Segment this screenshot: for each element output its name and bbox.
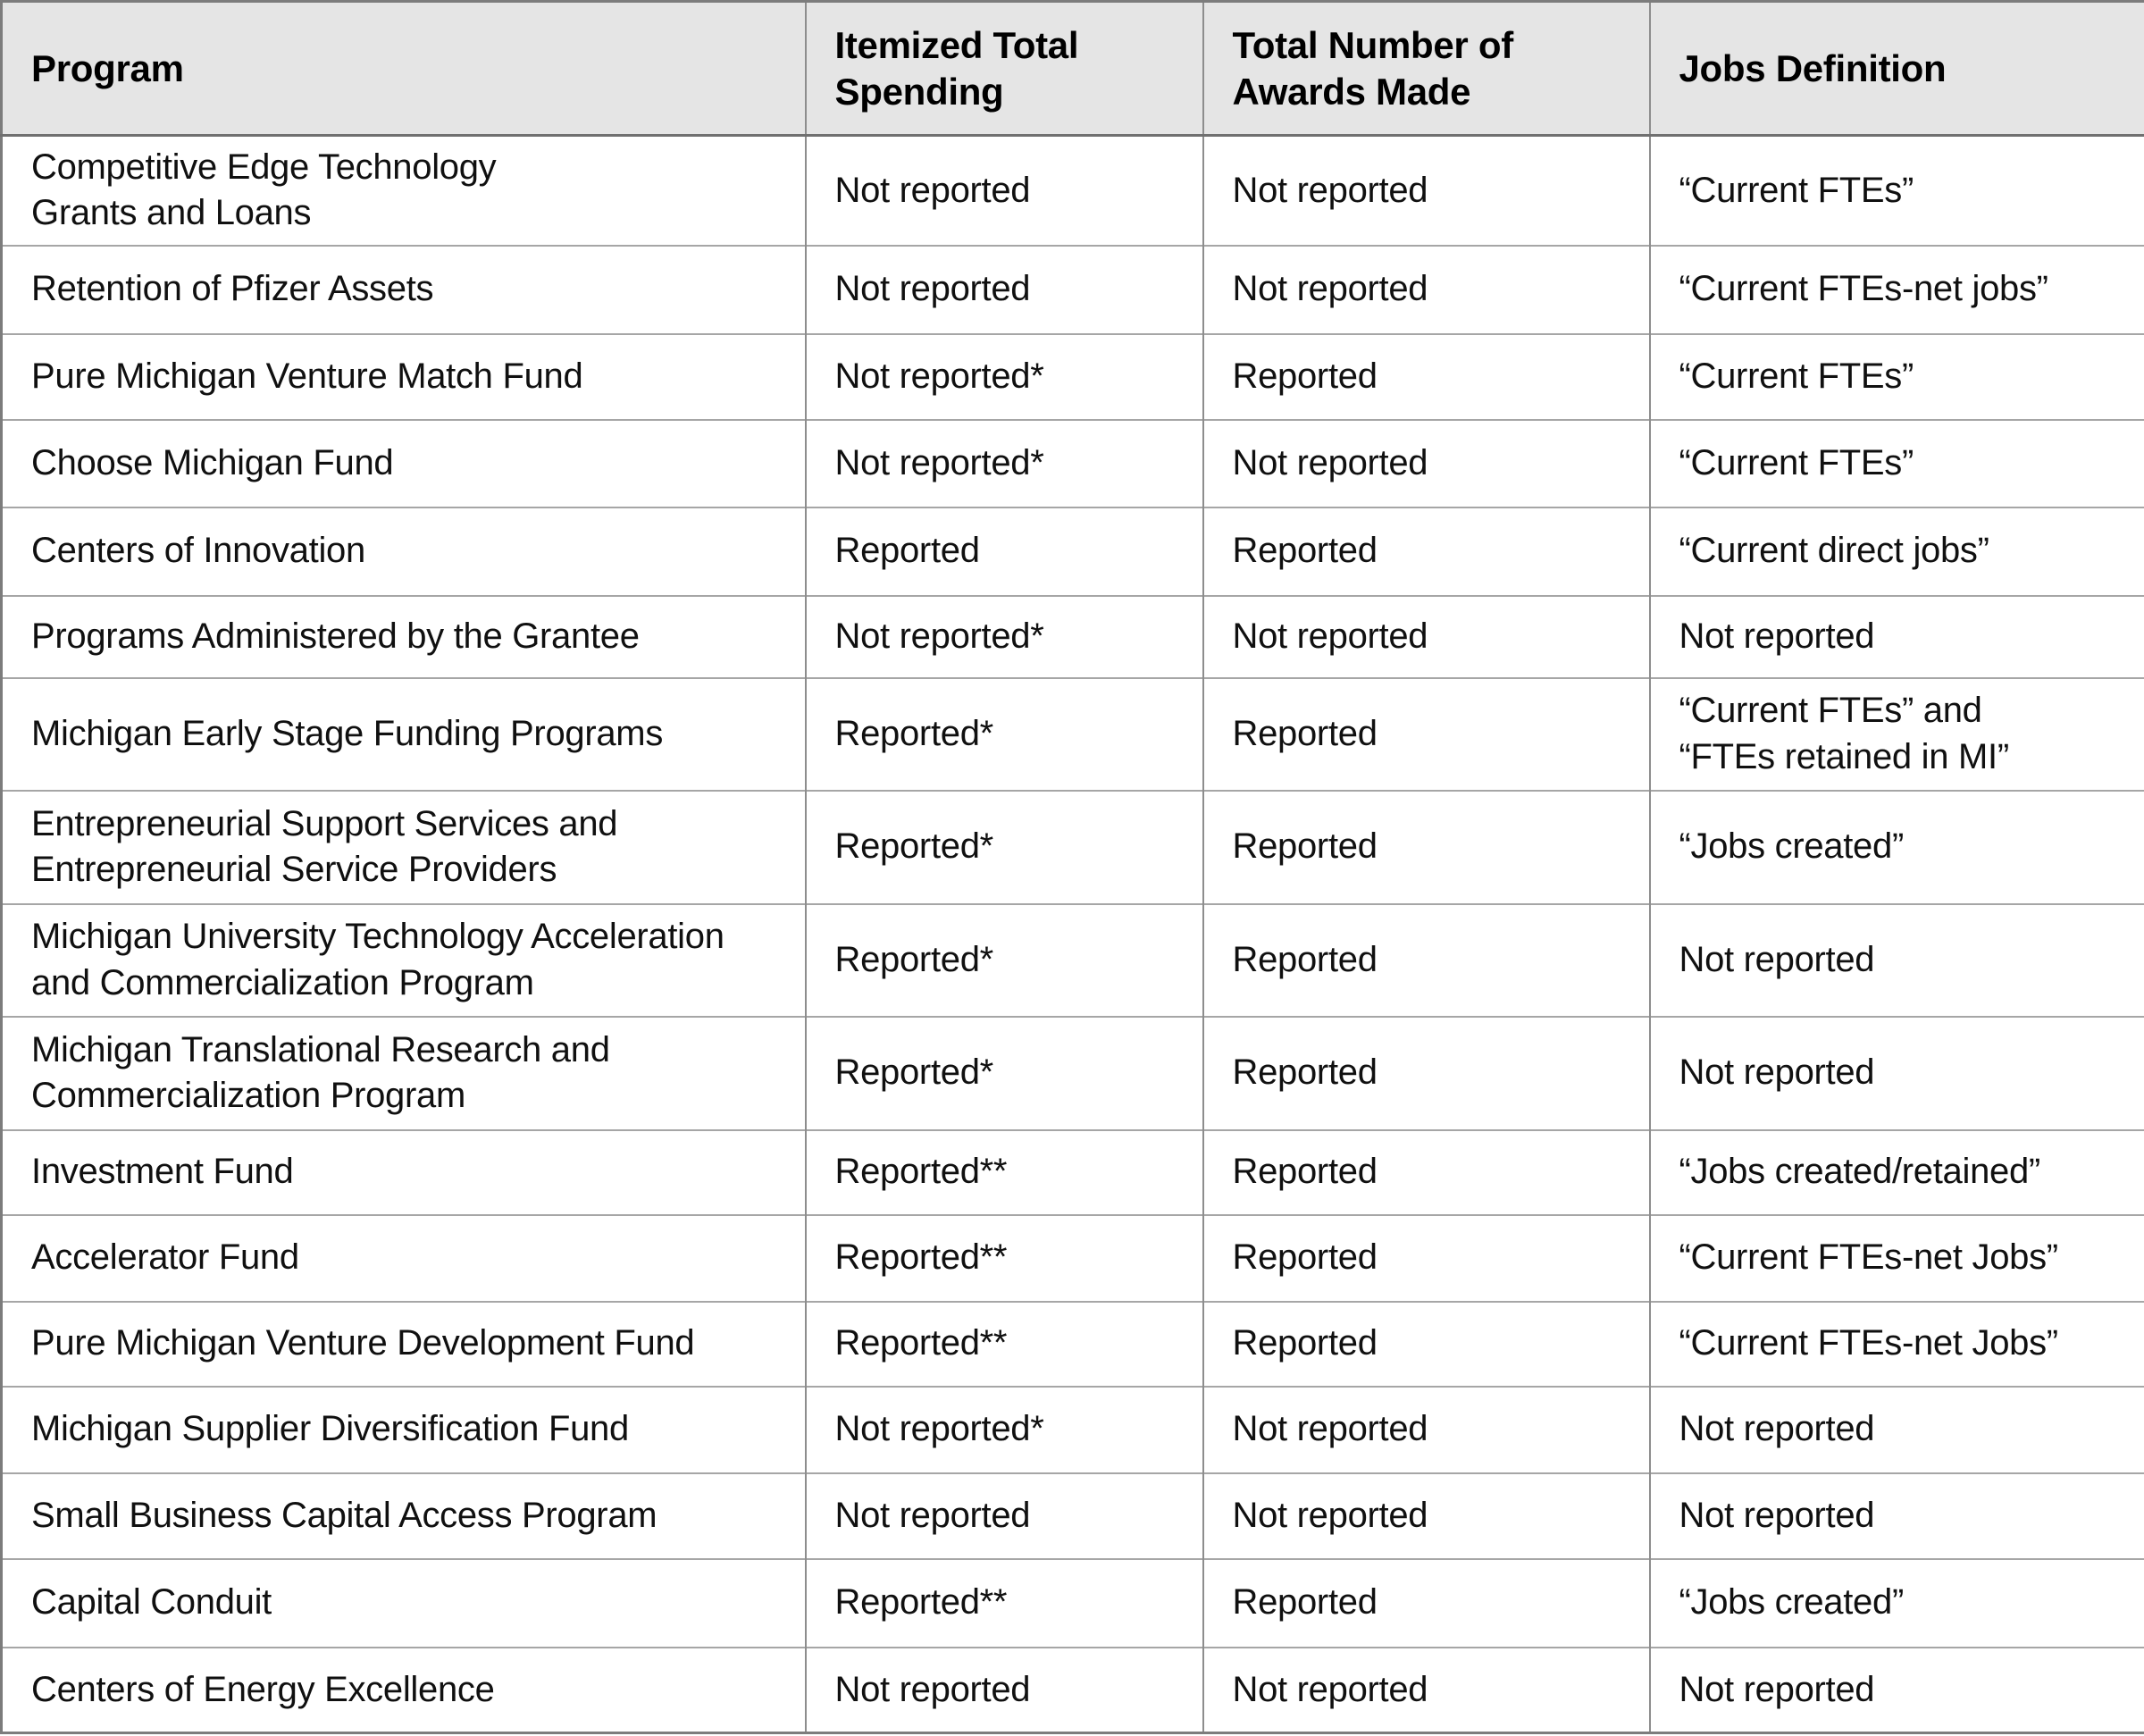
cell-jobs: “Current FTEs-net Jobs”	[1648, 1213, 2144, 1302]
cell-spending: Not reported*	[804, 1385, 1203, 1473]
cell-awards: Reported	[1202, 789, 1650, 904]
cell-jobs: “Current FTEs-net jobs”	[1648, 244, 2144, 334]
cell-program: Entrepreneurial Support Services and Ent…	[1, 789, 806, 904]
column-header-awards: Total Number of Awards Made	[1202, 1, 1650, 137]
cell-spending: Reported*	[804, 676, 1203, 791]
cell-awards: Reported	[1202, 1557, 1650, 1648]
table-row: Michigan University Technology Accelerat…	[1, 902, 2144, 1017]
cell-program: Centers of Energy Excellence	[1, 1646, 806, 1733]
cell-awards: Not reported	[1202, 1646, 1650, 1733]
cell-spending: Not reported*	[804, 594, 1203, 678]
table-row: Accelerator Fund Reported** Reported “Curre…	[1, 1213, 2144, 1302]
table-row: Michigan Translational Research and Comm…	[1, 1015, 2144, 1130]
cell-jobs: “Current FTEs”	[1648, 418, 2144, 507]
cell-awards: Reported	[1202, 1300, 1650, 1387]
cell-spending: Not reported	[804, 135, 1203, 246]
table-row: Pure Michigan Venture Development Fund Re…	[1, 1300, 2144, 1387]
table-row: Small Business Capital Access Program Not…	[1, 1472, 2144, 1559]
cell-awards: Not reported	[1202, 1385, 1650, 1473]
table-row: Pure Michigan Venture Match Fund Not repo…	[1, 332, 2144, 420]
cell-program: Michigan University Technology Accelerat…	[1, 902, 806, 1017]
cell-awards: Not reported	[1202, 418, 1650, 507]
cell-spending: Not reported*	[804, 332, 1203, 420]
cell-program: Investment Fund	[1, 1128, 806, 1215]
cell-program: Competitive Edge Technology Grants and L…	[31, 147, 497, 233]
table-row: Centers of Innovation Reported Reported “Cu…	[1, 506, 2144, 596]
cell-awards: Reported	[1202, 1213, 1650, 1302]
cell-awards: Not reported	[1202, 135, 1650, 246]
cell-spending: Reported**	[804, 1213, 1203, 1302]
cell-spending: Reported**	[804, 1300, 1203, 1387]
cell-jobs: Not reported	[1648, 902, 2144, 1017]
cell-jobs: “Current FTEs”	[1648, 135, 2144, 246]
header-row: Program Itemized Total Spending Total Nu…	[1, 1, 2144, 137]
cell-program: Accelerator Fund	[1, 1213, 806, 1302]
cell-awards: Not reported	[1202, 594, 1650, 678]
cell-awards: Reported	[1202, 332, 1650, 420]
cell-spending: Reported*	[804, 789, 1203, 904]
cell-program: Programs Administered by the Grantee	[1, 594, 806, 678]
table-row: Programs Administered by the Grantee Not …	[1, 594, 2144, 678]
cell-program: Centers of Innovation	[1, 506, 806, 596]
table-row: Capital Conduit Reported** Reported “Jobs c…	[1, 1557, 2144, 1648]
cell-program: Capital Conduit	[1, 1557, 806, 1648]
cell-program: Retention of Pfizer Assets	[1, 244, 806, 334]
cell-awards: Reported	[1202, 1015, 1650, 1130]
table-row: Michigan Early Stage Funding Programs Rep…	[1, 676, 2144, 791]
cell-program: Small Business Capital Access Program	[1, 1472, 806, 1559]
cell-awards: Reported	[1202, 506, 1650, 596]
table-row: Retention of Pfizer Assets Not reported No…	[1, 244, 2144, 334]
table-row: Entrepreneurial Support Services and Ent…	[1, 789, 2144, 904]
table-row: Michigan Supplier Diversification Fund No…	[1, 1385, 2144, 1473]
cell-program: Michigan Supplier Diversification Fund	[1, 1385, 806, 1473]
cell-awards: Not reported	[1202, 1472, 1650, 1559]
column-header-program: Program	[1, 1, 806, 137]
cell-spending: Not reported	[804, 1472, 1203, 1559]
cell-program: Pure Michigan Venture Development Fund	[1, 1300, 806, 1387]
table-body: Competitive Edge Technology Grants and L…	[1, 135, 2144, 1733]
cell-program: Pure Michigan Venture Match Fund	[1, 332, 806, 420]
table-row: Centers of Energy Excellence Not reported…	[1, 1646, 2144, 1733]
cell-jobs: Not reported	[1648, 1472, 2144, 1559]
cell-awards: Reported	[1202, 676, 1650, 791]
cell-program: Michigan Translational Research and Comm…	[1, 1015, 806, 1130]
column-header-spending: Itemized Total Spending	[804, 1, 1203, 137]
cell-jobs: “Current FTEs-net Jobs”	[1648, 1300, 2144, 1387]
table-row: Investment Fund Reported** Reported “Jobs c…	[1, 1128, 2144, 1215]
cell-jobs: “Current direct jobs”	[1648, 506, 2144, 596]
column-header-jobs: Jobs Definition	[1648, 1, 2144, 137]
cell-jobs: “Jobs created/retained”	[1648, 1128, 2144, 1215]
cell-spending: Not reported	[804, 1646, 1203, 1733]
cell-jobs: Not reported	[1648, 1646, 2144, 1733]
cell-spending: Reported*	[804, 1015, 1203, 1130]
cell-spending: Reported	[804, 506, 1203, 596]
cell-jobs: “Jobs created”	[1648, 1557, 2144, 1648]
cell-spending: Not reported	[804, 244, 1203, 334]
cell-jobs: “Jobs created”	[1648, 789, 2144, 904]
cell-jobs: Not reported	[1648, 594, 2144, 678]
cell-awards: Not reported	[1202, 244, 1650, 334]
table-row: Competitive Edge Technology Grants and L…	[2, 135, 2144, 246]
table-row: Choose Michigan Fund Not reported* Not rep…	[1, 418, 2144, 507]
cell-spending: Reported**	[804, 1128, 1203, 1215]
cell-spending: Reported**	[804, 1557, 1203, 1648]
cell-awards: Reported	[1202, 1128, 1650, 1215]
cell-spending: Not reported*	[804, 418, 1203, 507]
cell-program: Michigan Early Stage Funding Programs	[1, 676, 806, 791]
cell-jobs: “Current FTEs”	[1648, 332, 2144, 420]
cell-awards: Reported	[1202, 902, 1650, 1017]
cell-jobs: Not reported	[1648, 1385, 2144, 1473]
cell-jobs: Not reported	[1648, 1015, 2144, 1130]
cell-program: Choose Michigan Fund	[1, 418, 806, 507]
cell-spending: Reported*	[804, 902, 1203, 1017]
cell-jobs: “Current FTEs” and “FTEs retained in MI”	[1648, 676, 2144, 791]
